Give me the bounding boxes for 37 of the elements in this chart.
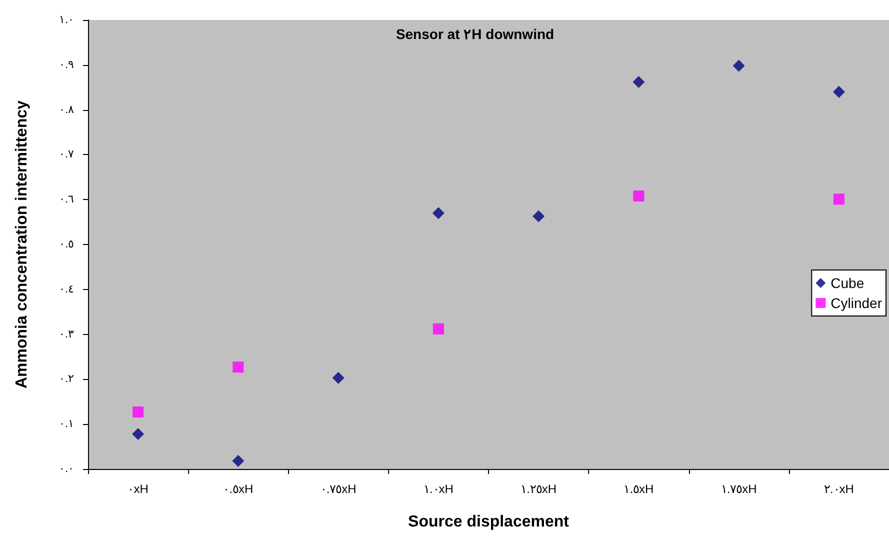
- point: [432, 323, 444, 334]
- point: [232, 454, 244, 467]
- point: [132, 406, 144, 418]
- legend-label: Cube: [830, 275, 864, 291]
- point: [732, 60, 745, 72]
- y-tick-label: ٠.٥: [58, 238, 74, 250]
- chart-title: Sensor at ٢H downwind: [396, 26, 554, 42]
- y-tick-label: ٠.١: [58, 418, 74, 430]
- y-tick-label: ٠.٦: [58, 194, 74, 206]
- x-tick-label: ١.٢٥xH: [520, 482, 557, 496]
- point: [633, 190, 644, 202]
- y-tick-label: ٠.٣: [58, 328, 74, 340]
- x-tick-label: ١.٥xH: [624, 482, 654, 496]
- y-tick-label: ٠.٤: [58, 283, 74, 296]
- x-tick-label: ٠xH: [128, 482, 148, 496]
- point: [332, 372, 344, 384]
- point: [833, 194, 844, 205]
- y-tick-label: ٠.٧: [58, 148, 74, 161]
- x-tick-label: ٢.٠xH: [824, 482, 854, 496]
- point: [832, 86, 845, 98]
- x-tick-label: ١.٠xH: [423, 482, 454, 496]
- y-axis-title: Ammonia concentration intermittency: [14, 100, 30, 389]
- point: [232, 362, 244, 373]
- x-axis-title: Source displacement: [408, 514, 570, 530]
- y-tick-label: ٠.٨: [58, 104, 74, 116]
- x-tick-label: ٠.٧٥xH: [320, 482, 356, 496]
- y-tick-label: ٠.٩: [58, 58, 74, 71]
- point: [632, 76, 645, 88]
- y-tick-label: ٠.٠: [58, 463, 74, 475]
- point: [132, 428, 144, 440]
- y-tick-label: ٠.٢: [58, 373, 74, 386]
- legend-label: Cylinder: [830, 295, 882, 311]
- x-tick-label: ٠.٥xH: [223, 482, 254, 496]
- point: [432, 207, 444, 220]
- y-tick-label: ١.٠: [58, 14, 74, 26]
- x-tick-label: ١.٧٥xH: [720, 482, 757, 496]
- point: [532, 210, 545, 222]
